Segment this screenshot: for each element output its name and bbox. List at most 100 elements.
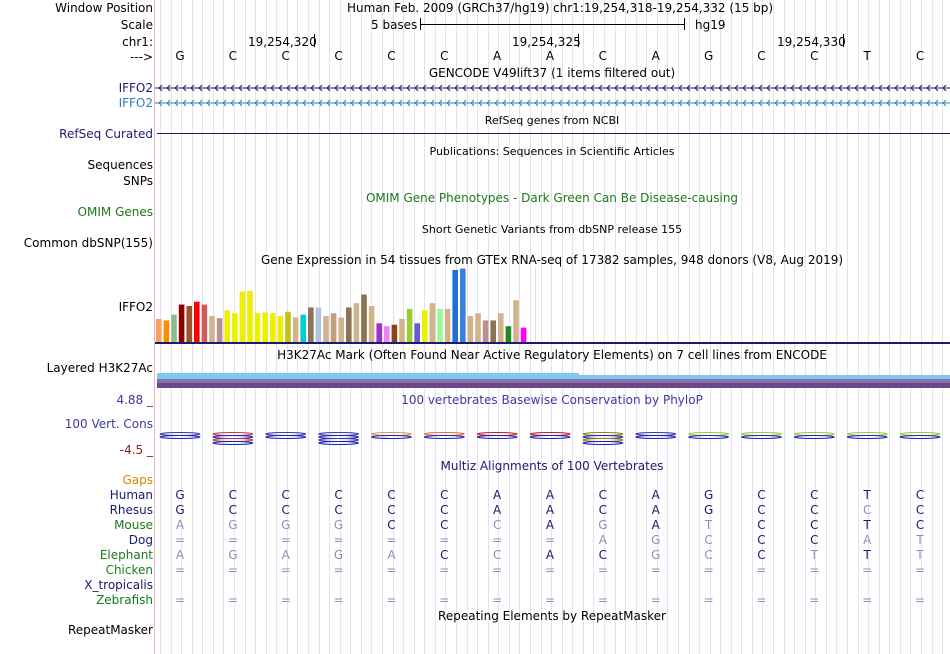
repeatmasker-label[interactable]: RepeatMasker [67,623,153,637]
gtex-tissue-bar[interactable] [452,270,458,342]
gtex-tissue-bar[interactable] [498,313,504,342]
conservation-glyph[interactable] [688,432,730,439]
alignment-base: A [863,533,872,547]
gtex-tissue-bar[interactable] [323,316,329,342]
gtex-tissue-bar[interactable] [353,303,360,342]
conservation-glyph[interactable] [740,432,782,439]
gtex-tissue-bar[interactable] [270,313,276,342]
conservation-glyph[interactable] [423,432,465,439]
gtex-tissue-bar[interactable] [156,318,162,342]
gtex-tissue-bar[interactable] [277,316,284,342]
gtex-tissue-bar[interactable] [292,317,299,342]
iffo2-gtex-label[interactable]: IFFO2 [118,300,153,314]
alignment-base: G [333,518,344,532]
gtex-tissue-bar[interactable] [346,307,352,342]
iffo2-gencode-label[interactable]: IFFO2 [118,81,153,95]
gtex-tissue-bar[interactable] [330,313,337,342]
gtex-tissue-bar[interactable] [232,313,238,342]
common-dbsnp-label[interactable]: Common dbSNP(155) [23,236,153,250]
grid-line [932,0,933,654]
gtex-tissue-bar[interactable] [460,268,466,342]
layered-h3k27ac-label[interactable]: Layered H3K27Ac [46,361,153,375]
gtex-tissue-bar[interactable] [437,308,443,342]
species-label[interactable]: X_tropicalis [84,578,153,592]
gtex-tissue-bar[interactable] [300,314,306,342]
conservation-glyph[interactable] [793,432,835,439]
gtex-tissue-bar[interactable] [308,307,314,342]
gtex-tissue-bar[interactable] [422,310,428,342]
alignment-base: C [492,518,502,532]
omim-genes-label[interactable]: OMIM Genes [77,205,153,219]
gtex-tissue-bar[interactable] [186,306,192,342]
conservation-glyph[interactable] [476,432,518,439]
conservation-glyph[interactable] [529,432,571,439]
h3k27ac-signal[interactable] [157,373,950,390]
gtex-tissue-bar[interactable] [490,320,496,342]
gtex-tissue-bar[interactable] [247,290,253,342]
gtex-tissue-bar[interactable] [178,304,185,342]
gtex-chart[interactable] [155,268,536,342]
gtex-tissue-bar[interactable] [361,294,367,342]
conservation-glyph[interactable] [899,432,941,439]
gtex-tissue-bar[interactable] [194,301,200,342]
species-label[interactable]: Dog [128,533,153,547]
refseq-curated-label[interactable]: RefSeq Curated [59,127,153,141]
gtex-tissue-bar[interactable] [254,313,261,342]
conservation-glyph[interactable] [846,432,888,439]
sequences-label[interactable]: Sequences [87,158,153,172]
gtex-tissue-bar[interactable] [429,303,436,342]
gtex-tissue-bar[interactable] [414,323,420,342]
gtex-tissue-bar[interactable] [262,312,268,342]
gaps-label[interactable]: Gaps [122,473,153,487]
gtex-tissue-bar[interactable] [444,308,451,342]
chr-label[interactable]: chr1: [122,35,153,49]
iffo2-gene-models[interactable] [155,80,950,110]
gtex-tissue-bar[interactable] [399,318,405,342]
gtex-tissue-bar[interactable] [513,300,519,342]
conservation-glyph[interactable] [318,432,360,445]
snps-label[interactable]: SNPs [123,174,153,188]
conservation-glyph[interactable] [635,432,677,439]
gtex-tissue-bar[interactable] [384,326,390,342]
gtex-tissue-bar[interactable] [338,317,344,342]
iffo2-gencode-label-2[interactable]: IFFO2 [118,96,153,110]
species-label[interactable]: Elephant [99,548,153,562]
gtex-tissue-bar[interactable] [475,313,481,342]
gtex-tissue-bar[interactable] [467,316,474,342]
gtex-tissue-bar[interactable] [482,320,489,342]
species-label[interactable]: Rhesus [109,503,153,517]
gtex-tissue-bar[interactable] [391,324,398,342]
gtex-tissue-bar[interactable] [376,323,382,342]
gtex-tissue-bar[interactable] [505,326,512,342]
gtex-tissue-bar[interactable] [209,316,215,342]
gtex-tissue-bar[interactable] [224,310,230,342]
gtex-tissue-bar[interactable] [163,320,170,342]
scale-label[interactable]: Scale [120,18,153,32]
gtex-tissue-bar[interactable] [201,304,208,342]
conservation-glyph[interactable] [159,432,201,439]
gtex-tissue-bar[interactable] [520,327,527,342]
gtex-tissue-bar[interactable] [239,291,246,342]
species-label[interactable]: Mouse [114,518,153,532]
alignment-base: = [756,563,767,577]
species-label[interactable]: Zebrafish [96,593,153,607]
conservation-glyph[interactable] [582,432,624,445]
conservation-logo[interactable] [155,425,950,447]
vert-cons-label[interactable]: 100 Vert. Cons [64,417,153,431]
gtex-tissue-bar[interactable] [368,306,375,342]
gtex-tissue-bar[interactable] [216,318,223,342]
refseq-gene-line[interactable] [157,133,950,134]
conservation-glyph[interactable] [370,432,412,439]
strand-arrow-label[interactable]: ---> [129,50,153,64]
grid-line [519,0,520,654]
conservation-glyph[interactable] [212,432,254,445]
species-label[interactable]: Chicken [105,563,153,577]
window-position-label[interactable]: Window Position [55,1,153,15]
conservation-glyph[interactable] [265,432,307,439]
species-label[interactable]: Human [109,488,153,502]
gtex-tissue-bar[interactable] [285,311,291,342]
gtex-tissue-bar[interactable] [171,314,177,342]
gtex-tissue-bar[interactable] [315,307,322,342]
base-letter: C [281,49,290,63]
gtex-tissue-bar[interactable] [406,308,413,342]
